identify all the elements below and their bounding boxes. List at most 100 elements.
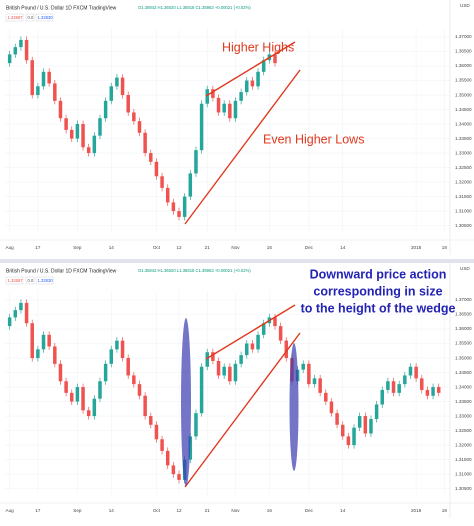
x-tick-label: Aug — [6, 245, 15, 250]
candle-body — [47, 334, 51, 347]
candle-body — [182, 196, 187, 217]
candle-body — [160, 176, 164, 188]
candle-body — [30, 323, 34, 359]
y-tick-label: 1.33000 — [455, 150, 472, 155]
candle-body — [233, 363, 238, 382]
candle-body — [194, 150, 198, 174]
candle-body — [261, 323, 266, 335]
x-tick-label: Nov — [231, 508, 240, 513]
trend-line-lows — [184, 332, 301, 488]
candle-body — [222, 366, 226, 376]
input-value: 1.32687 — [8, 15, 24, 20]
candle-body — [273, 54, 277, 64]
candle-body — [24, 302, 29, 324]
candle-body — [53, 83, 57, 101]
candle-body — [86, 410, 91, 417]
input-value: 1.32687 — [8, 278, 24, 283]
chart-title: British Pound / U.S. Dollar 1D FXCM Trad… — [6, 5, 117, 11]
candle-body — [36, 349, 40, 359]
candle-body — [199, 103, 204, 151]
y-tick-label: 1.31000 — [455, 208, 472, 213]
candle-body — [211, 352, 215, 361]
candle-body — [216, 360, 221, 376]
x-tick-label: 14 — [340, 245, 346, 250]
x-tick-label: Oct — [153, 245, 161, 250]
candle-body — [69, 392, 74, 402]
candle-body — [120, 340, 125, 359]
candle-body — [261, 60, 266, 72]
candle-body — [98, 381, 102, 399]
y-tick-label: 1.36500 — [455, 312, 472, 317]
x-tick-label: Nov — [231, 245, 240, 250]
x-tick-label: 18 — [442, 508, 448, 513]
x-tick-label: 14 — [109, 508, 115, 513]
candle-body — [64, 381, 68, 393]
candle-body — [137, 121, 142, 133]
candle-body — [318, 378, 322, 393]
candle-body — [41, 71, 46, 87]
annotation: Downward price action — [310, 267, 447, 281]
candle-body — [103, 363, 108, 382]
candle-body — [431, 387, 435, 396]
candle-body — [81, 124, 85, 148]
candle-body — [211, 89, 215, 98]
candle-body — [75, 124, 80, 139]
y-tick-label: 1.35500 — [455, 78, 472, 83]
candle-body — [278, 326, 283, 341]
candle-body — [273, 317, 277, 327]
y-tick-label: 1.33500 — [455, 399, 472, 404]
candle-body — [126, 95, 130, 113]
candle-body — [132, 112, 136, 122]
candle-body — [324, 392, 328, 402]
y-tick-label: 1.36000 — [455, 63, 472, 68]
x-tick-label: 16 — [267, 245, 273, 250]
candle-body — [36, 86, 40, 96]
y-tick-label: 1.35500 — [455, 341, 472, 346]
candle-body — [126, 358, 130, 376]
y-tick-label: 1.36500 — [455, 49, 472, 54]
y-tick-label: 1.36000 — [455, 326, 472, 331]
x-tick-label: 14 — [109, 245, 115, 250]
candle-body — [420, 378, 424, 390]
y-tick-label: 1.33000 — [455, 413, 472, 418]
candle-body — [81, 387, 85, 411]
candle-body — [340, 424, 345, 437]
candle-body — [194, 413, 198, 437]
input-value: 0.0 — [28, 278, 34, 283]
annotations: Higher Highs Even Higher Lows Downward p… — [0, 40, 474, 488]
candle-body — [346, 436, 351, 446]
candle-body — [109, 86, 114, 101]
x-tick-label: Sep — [73, 245, 82, 250]
candle-body — [47, 71, 51, 84]
y-tick-label: 1.32000 — [455, 179, 472, 184]
candle-body — [177, 474, 181, 480]
candle-body — [92, 135, 97, 154]
candle-body — [7, 317, 12, 327]
axis-currency: USD — [460, 266, 470, 271]
candle-body — [69, 129, 74, 139]
candle-body — [380, 389, 385, 405]
candle-body — [7, 54, 12, 64]
candle-body — [216, 97, 221, 113]
candle-body — [171, 202, 176, 212]
x-tick-label: 2018 — [411, 508, 422, 513]
input-value: 1.32830 — [38, 278, 54, 283]
candle-body — [132, 375, 136, 385]
axis-currency: USD — [460, 3, 470, 8]
candle-body — [188, 436, 193, 460]
input-box — [5, 276, 24, 285]
x-tick-label: Dec — [305, 245, 314, 250]
candle-body — [64, 118, 68, 130]
candle-body — [205, 352, 209, 367]
y-tick-label: 1.31000 — [455, 471, 472, 476]
candle-body — [374, 404, 379, 419]
y-tick-label: 1.35000 — [455, 355, 472, 360]
candle-body — [177, 211, 181, 217]
trend-line-highs — [205, 304, 296, 360]
candle-body — [30, 60, 34, 96]
y-tick-label: 1.34000 — [455, 121, 472, 126]
y-tick-label: 1.37000 — [455, 34, 472, 39]
input-box — [5, 13, 24, 22]
candle-body — [103, 100, 108, 119]
chart-title: British Pound / U.S. Dollar 1D FXCM Trad… — [6, 268, 117, 274]
